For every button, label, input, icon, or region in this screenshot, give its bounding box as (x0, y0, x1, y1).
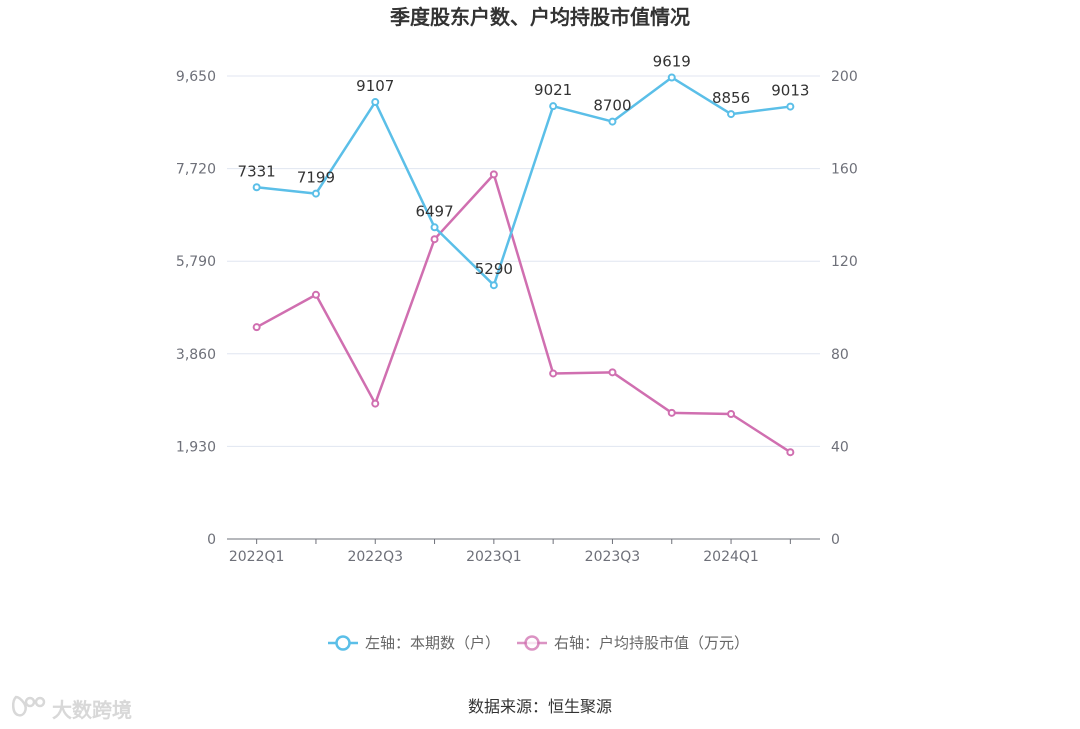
data-label: 7199 (297, 169, 335, 187)
y-left-tick-label: 1,930 (176, 439, 216, 455)
data-point (667, 408, 676, 417)
data-point (786, 448, 795, 457)
legend-item-holders[interactable]: 左轴：本期数（户） (328, 634, 500, 652)
data-label: 9013 (771, 82, 809, 100)
watermark: 大数跨境 (12, 695, 132, 722)
data-label: 9107 (356, 77, 394, 95)
x-tick-label: 2023Q3 (585, 549, 641, 565)
y-axis-left: 0 1,930 3,860 5,790 7,720 9,650 (176, 69, 216, 548)
data-point (727, 409, 736, 418)
legend-marker (335, 635, 351, 651)
watermark-logo-icon (12, 695, 46, 717)
legend-label: 左轴：本期数（户） (365, 634, 500, 652)
data-label: 7331 (238, 162, 276, 180)
data-point (252, 183, 261, 192)
series-line-holders (256, 76, 791, 287)
y-left-tick-label: 3,860 (176, 347, 216, 363)
x-tick-label: 2023Q1 (466, 549, 522, 565)
data-label: 5290 (475, 260, 513, 278)
y-left-tick-label: 5,790 (176, 254, 216, 270)
grid-lines (227, 75, 820, 447)
data-label: 8856 (712, 89, 750, 107)
data-point (371, 98, 380, 107)
data-point (371, 399, 380, 408)
y-left-tick-label: 7,720 (176, 162, 216, 178)
data-label: 6497 (415, 202, 453, 220)
data-point (489, 281, 498, 290)
data-label: 9619 (653, 52, 691, 70)
legend-marker (524, 635, 540, 651)
watermark-text: 大数跨境 (52, 698, 132, 722)
data-point (608, 117, 617, 126)
data-point (549, 102, 558, 111)
data-point (549, 369, 558, 378)
x-tick-label: 2022Q3 (347, 549, 403, 565)
legend[interactable]: 左轴：本期数（户） 右轴：户均持股市值（万元） (328, 634, 749, 652)
data-point (311, 290, 320, 299)
y-right-tick-label: 40 (831, 439, 849, 455)
data-point (489, 170, 498, 179)
source-text: 数据来源：恒生聚源 (468, 697, 612, 716)
data-label: 9021 (534, 81, 572, 99)
legend-label: 右轴：户均持股市值（万元） (554, 634, 749, 652)
data-point (786, 102, 795, 111)
y-left-tick-label: 0 (207, 532, 216, 548)
y-right-tick-label: 0 (831, 532, 840, 548)
chart-title: 季度股东户数、户均持股市值情况 (389, 5, 690, 29)
data-point (252, 323, 261, 332)
x-axis: 2022Q1 2022Q3 2023Q1 2023Q3 2024Q1 (227, 538, 820, 565)
y-axis-right: 0 40 80 120 160 200 (831, 69, 858, 548)
x-tick-label: 2022Q1 (229, 549, 285, 565)
data-point (727, 110, 736, 119)
y-right-tick-label: 200 (831, 69, 858, 85)
series-group: 7331 7199 9107 6497 5290 9021 8700 9619 8856 9013 (238, 52, 809, 457)
data-point (667, 73, 676, 82)
data-point (608, 368, 617, 377)
y-left-tick-label: 9,650 (176, 69, 216, 85)
x-tick-label: 2024Q1 (703, 549, 759, 565)
y-right-tick-label: 80 (831, 347, 849, 363)
data-point (430, 235, 439, 244)
data-point (430, 223, 439, 232)
y-right-tick-label: 160 (831, 162, 858, 178)
data-point (311, 189, 320, 198)
series-line-avg-value (256, 173, 792, 454)
y-right-tick-label: 120 (831, 254, 858, 270)
legend-item-avg-value[interactable]: 右轴：户均持股市值（万元） (517, 634, 749, 652)
data-label: 8700 (593, 97, 631, 115)
